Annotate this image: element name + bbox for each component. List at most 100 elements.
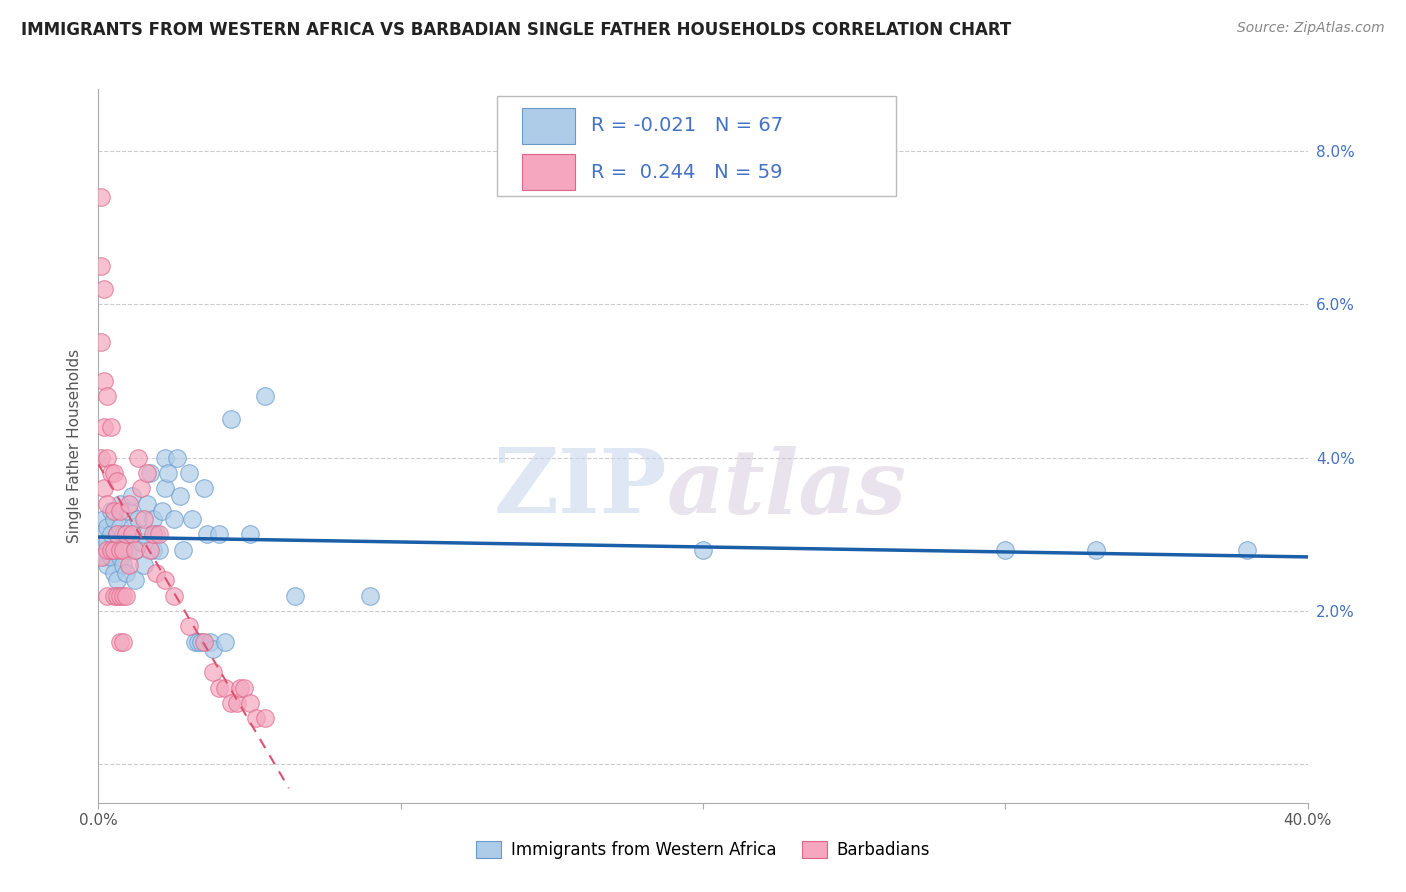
Point <box>90 550 112 565</box>
Point <box>100 550 122 565</box>
Point <box>148 527 170 541</box>
Point <box>232 681 254 695</box>
Point <box>111 589 134 603</box>
Point <box>1236 542 1258 557</box>
Point <box>284 589 307 603</box>
Point <box>202 665 225 680</box>
Point <box>118 542 141 557</box>
Point <box>96 497 118 511</box>
Point <box>114 589 136 603</box>
Point <box>193 634 215 648</box>
Point <box>105 589 128 603</box>
Point <box>239 527 262 541</box>
Point <box>121 519 143 533</box>
Point <box>111 542 134 557</box>
Point <box>96 589 118 603</box>
Point <box>108 519 131 533</box>
Point <box>145 527 167 541</box>
Point <box>90 450 112 465</box>
Point <box>96 389 118 403</box>
Point <box>190 634 212 648</box>
Point <box>96 535 118 549</box>
Point <box>142 527 165 541</box>
Point <box>105 527 128 541</box>
Point <box>179 466 201 480</box>
Point <box>100 504 122 518</box>
FancyBboxPatch shape <box>522 108 575 144</box>
Point <box>105 574 128 588</box>
Point <box>135 466 157 480</box>
Point <box>169 489 191 503</box>
Y-axis label: Single Father Households: Single Father Households <box>67 349 83 543</box>
Point <box>108 550 131 565</box>
Point <box>214 681 236 695</box>
Point <box>96 558 118 572</box>
Point <box>103 466 125 480</box>
Point <box>93 282 115 296</box>
Point <box>105 527 128 541</box>
Text: atlas: atlas <box>666 446 907 532</box>
Point <box>163 589 186 603</box>
Point <box>124 542 146 557</box>
Point <box>108 497 131 511</box>
Point <box>129 481 152 495</box>
Text: IMMIGRANTS FROM WESTERN AFRICA VS BARBADIAN SINGLE FATHER HOUSEHOLDS CORRELATION: IMMIGRANTS FROM WESTERN AFRICA VS BARBAD… <box>21 21 1011 38</box>
Point <box>208 527 231 541</box>
Point <box>100 419 122 434</box>
Point <box>139 542 162 557</box>
Point <box>103 566 125 580</box>
Point <box>108 589 131 603</box>
FancyBboxPatch shape <box>498 96 897 196</box>
Point <box>214 634 236 648</box>
Point <box>111 527 134 541</box>
Point <box>118 558 141 572</box>
Point <box>142 512 165 526</box>
Point <box>114 566 136 580</box>
Point <box>103 542 125 557</box>
Point <box>103 512 125 526</box>
Point <box>208 681 231 695</box>
Point <box>114 535 136 549</box>
Point <box>253 711 276 725</box>
Point <box>96 519 118 533</box>
Point <box>145 566 167 580</box>
Point <box>150 504 173 518</box>
Point <box>96 450 118 465</box>
Point <box>184 634 207 648</box>
Point <box>121 527 143 541</box>
Point <box>93 550 115 565</box>
Point <box>118 504 141 518</box>
Point <box>108 634 131 648</box>
Point <box>229 681 252 695</box>
Point <box>245 711 267 725</box>
Point <box>239 696 262 710</box>
Point <box>153 481 176 495</box>
Point <box>202 642 225 657</box>
Text: Source: ZipAtlas.com: Source: ZipAtlas.com <box>1237 21 1385 35</box>
Point <box>360 589 382 603</box>
Point <box>166 450 188 465</box>
Point <box>103 589 125 603</box>
Point <box>181 512 204 526</box>
Point <box>193 481 215 495</box>
Point <box>200 634 222 648</box>
Point <box>93 419 115 434</box>
Text: R = -0.021   N = 67: R = -0.021 N = 67 <box>591 116 783 136</box>
Point <box>100 466 122 480</box>
Point <box>90 189 112 203</box>
Point <box>127 512 149 526</box>
Point <box>103 542 125 557</box>
Text: ZIP: ZIP <box>494 445 666 533</box>
Point <box>994 542 1017 557</box>
Point <box>93 374 115 388</box>
Point <box>132 558 155 572</box>
Point <box>139 466 162 480</box>
Point <box>156 466 179 480</box>
Point <box>253 389 276 403</box>
Point <box>132 512 155 526</box>
Point <box>111 634 134 648</box>
Point <box>142 542 165 557</box>
Point <box>172 542 194 557</box>
Point <box>93 512 115 526</box>
Point <box>111 558 134 572</box>
